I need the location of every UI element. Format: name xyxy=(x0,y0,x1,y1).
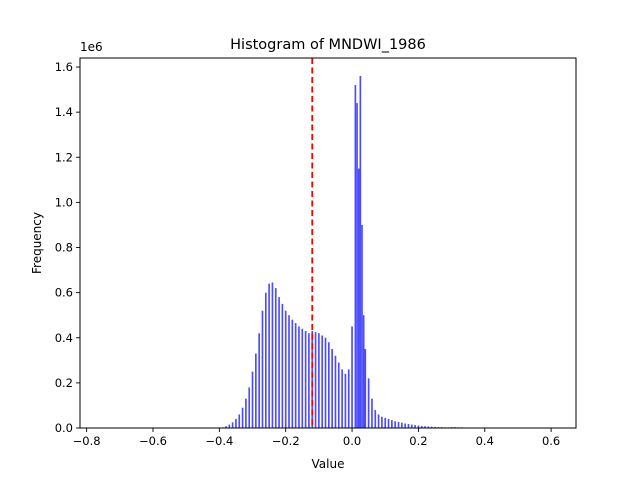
histogram-bars xyxy=(221,76,552,429)
histogram-bar xyxy=(410,424,413,428)
y-tick-label: 0.0 xyxy=(55,421,73,435)
chart-title: Histogram of MNDWI_1986 xyxy=(230,37,426,53)
histogram-bar xyxy=(318,333,320,428)
x-tick-label: 0.2 xyxy=(409,434,427,448)
histogram-bar xyxy=(258,333,260,428)
y-tick-label: 1.0 xyxy=(55,195,73,209)
histogram-bar xyxy=(387,418,390,428)
histogram-bar xyxy=(424,426,426,428)
x-tick-label: 0.6 xyxy=(542,434,560,448)
histogram-bar xyxy=(331,349,333,428)
x-tick-label: 0.4 xyxy=(476,434,494,448)
histogram-bar xyxy=(308,333,310,428)
histogram-bar xyxy=(231,422,234,428)
histogram-bar xyxy=(356,103,358,429)
histogram-bar xyxy=(241,407,244,428)
histogram-bar xyxy=(407,423,410,428)
histogram-bar xyxy=(347,369,350,428)
histogram-bar xyxy=(344,373,347,428)
histogram-bar xyxy=(328,342,330,428)
x-tick-label: −0.2 xyxy=(272,434,300,448)
histogram-bar xyxy=(268,283,270,428)
y-axis-label: Frequency xyxy=(30,212,44,274)
y-tick-label: 0.4 xyxy=(55,331,73,345)
histogram-bar xyxy=(311,330,314,428)
histogram-bar xyxy=(374,409,377,428)
y-tick-label: 0.8 xyxy=(55,241,73,255)
y-offset-label: 1e6 xyxy=(80,40,103,54)
y-tick-label: 1.2 xyxy=(55,150,73,164)
histogram-bar xyxy=(324,337,327,428)
histogram-bar xyxy=(294,323,297,428)
histogram-bar xyxy=(362,315,365,428)
x-axis: −0.8 −0.6 −0.4 −0.2 0.0 0.2 0.4 0.6 xyxy=(73,428,560,448)
histogram-bar xyxy=(364,349,367,428)
histogram-bar xyxy=(261,310,264,428)
y-tick-label: 1.4 xyxy=(55,105,73,119)
histogram-bar xyxy=(354,85,357,428)
histogram-bar xyxy=(404,423,406,428)
histogram-bar xyxy=(225,426,227,428)
y-tick-label: 0.6 xyxy=(55,286,73,300)
histogram-bar xyxy=(264,292,267,428)
histogram-bar xyxy=(228,424,231,428)
plot-frame xyxy=(79,57,577,429)
x-axis-label: Value xyxy=(312,457,345,471)
y-axis: 0.0 0.2 0.4 0.6 0.8 1.0 1.2 1.4 1.6 xyxy=(55,60,80,435)
histogram-bar xyxy=(291,319,294,428)
histogram-bar xyxy=(238,414,241,428)
histogram-bar xyxy=(255,353,257,428)
histogram-bar xyxy=(434,426,436,428)
histogram-bar xyxy=(384,417,387,428)
y-tick-label: 0.2 xyxy=(55,376,73,390)
histogram-bar xyxy=(414,425,416,428)
histogram-bar xyxy=(359,76,362,429)
histogram-bar xyxy=(245,398,247,428)
histogram-bar xyxy=(357,168,360,429)
histogram-bar xyxy=(274,288,277,428)
histogram-bar xyxy=(334,355,337,428)
x-tick-label: −0.8 xyxy=(73,434,101,448)
histogram-bar xyxy=(281,303,284,428)
histogram-bar xyxy=(298,326,300,428)
histogram-bar xyxy=(397,421,400,428)
histogram-bar xyxy=(321,335,324,428)
y-tick-label: 1.6 xyxy=(55,60,73,74)
histogram-bar xyxy=(248,387,251,428)
histogram-bar xyxy=(401,422,403,428)
histogram-bar xyxy=(361,224,363,428)
histogram-bar xyxy=(391,420,393,428)
histogram-bar xyxy=(288,315,290,428)
histogram-bar xyxy=(394,421,397,428)
histogram-bar xyxy=(278,297,280,428)
x-tick-label: −0.6 xyxy=(139,434,167,448)
histogram-bar xyxy=(430,426,433,428)
histogram-bar xyxy=(351,326,353,428)
histogram-bar xyxy=(251,371,254,428)
histogram-bar xyxy=(371,398,373,428)
histogram-bar xyxy=(314,332,317,428)
histogram-bar xyxy=(271,282,274,428)
histogram-bar xyxy=(304,330,307,428)
histogram-bar xyxy=(284,310,287,428)
x-tick-label: 0.0 xyxy=(343,434,361,448)
histogram-bar xyxy=(341,369,343,428)
x-tick-label: −0.4 xyxy=(205,434,233,448)
histogram-bar xyxy=(367,378,370,428)
histogram-bar xyxy=(337,362,340,428)
histogram-bar xyxy=(381,416,383,428)
histogram-bar xyxy=(427,426,430,428)
histogram-bar xyxy=(377,414,380,428)
histogram-bar xyxy=(235,418,237,428)
histogram-bar xyxy=(417,425,420,428)
histogram-bar xyxy=(420,425,423,428)
histogram-bar xyxy=(301,328,304,428)
